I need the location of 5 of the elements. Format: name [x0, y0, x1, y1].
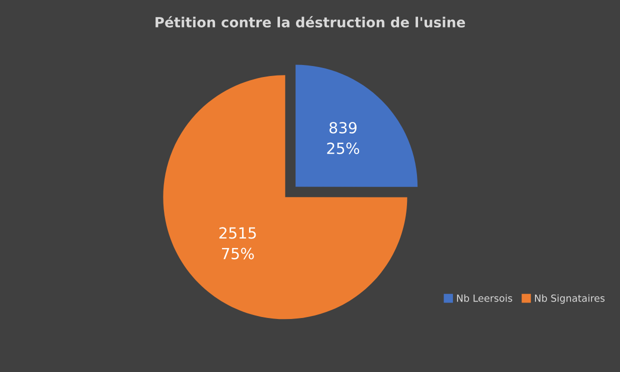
data-label: 2515 75% [219, 227, 256, 260]
legend-label: Nb Signataires [535, 294, 605, 304]
legend-label: Nb Leersois [457, 294, 512, 302]
chart-title: Pétition contre la déstruction de l'usine [156, 16, 466, 28]
data-label: 839 25% [327, 122, 360, 154]
